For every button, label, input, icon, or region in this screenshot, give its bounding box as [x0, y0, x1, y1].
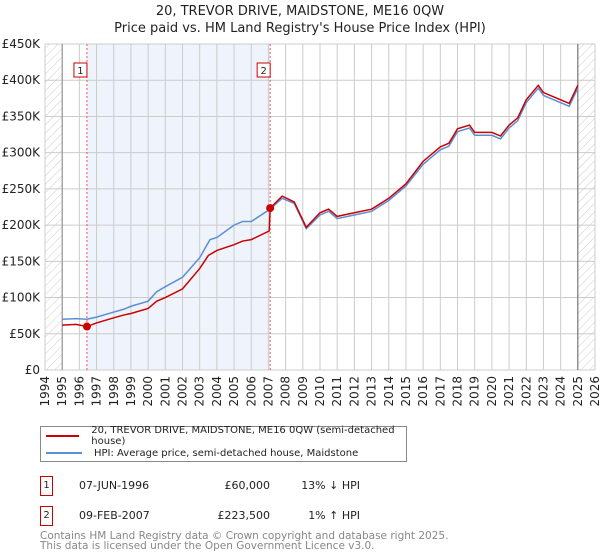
sale-period-shading	[86, 44, 271, 370]
y-tick-label: £350K	[2, 109, 42, 123]
x-tick-label: 1994	[38, 376, 52, 407]
price: £223,500	[217, 509, 271, 522]
x-tick-label: 1995	[55, 376, 69, 407]
x-tick-label: 2008	[279, 376, 293, 407]
property-price-line	[62, 84, 579, 328]
chart-subtitle: Price paid vs. HM Land Registry's House …	[114, 21, 486, 36]
x-tick-label: 2002	[176, 376, 190, 407]
x-tick-label: 2025	[571, 376, 585, 407]
sale-point	[266, 204, 275, 213]
marker-badge: 1	[40, 476, 53, 496]
x-tick-label: 2011	[330, 376, 344, 407]
x-tick-label: 2017	[433, 376, 447, 407]
x-tick-label: 2023	[536, 376, 550, 407]
transaction-row: 1 07-JUN-1996 £60,000 13% ↓ HPI	[40, 476, 440, 496]
marker-badge: 2	[40, 506, 53, 526]
sale-label-box	[256, 62, 271, 78]
x-tick-label: 1996	[72, 376, 86, 407]
y-tick-label: £450K	[2, 37, 42, 51]
hpi-line	[62, 86, 579, 321]
date: 09-FEB-2007	[79, 509, 150, 522]
y-tick-label: £50K	[9, 327, 41, 341]
price: £60,000	[224, 479, 271, 492]
x-tick-label: 2018	[451, 376, 465, 407]
x-tick-label: 1998	[107, 376, 121, 407]
chart-title: 20, TREVOR DRIVE, MAIDSTONE, ME16 0QW	[155, 4, 445, 19]
x-tick-label: 2013	[365, 376, 379, 407]
sale-label: 2	[260, 66, 266, 77]
x-tick-label: 2019	[468, 376, 482, 407]
sale-point	[82, 322, 91, 331]
y-tick-label: £100K	[2, 291, 42, 305]
sale-label: 1	[77, 66, 83, 77]
date: 07-JUN-1996	[79, 479, 150, 492]
x-tick-label: 2014	[382, 376, 396, 407]
y-tick-label: £200K	[2, 218, 42, 232]
y-tick-label: £400K	[2, 73, 42, 87]
y-tick-label: £250K	[2, 182, 42, 196]
x-tick-label: 2003	[193, 376, 207, 407]
no-data-hatch	[577, 44, 595, 370]
x-tick-label: 2021	[502, 376, 516, 407]
x-tick-label: 2006	[244, 376, 258, 407]
hpi-diff: 1% ↑ HPI	[308, 509, 360, 522]
x-tick-label: 2015	[399, 376, 413, 407]
x-tick-label: 2010	[313, 376, 327, 407]
x-tick-label: 2024	[554, 376, 568, 407]
x-tick-label: 2016	[416, 376, 430, 407]
x-tick-label: 2009	[296, 376, 310, 407]
y-tick-label: £300K	[2, 146, 42, 160]
y-tick-label: £0	[25, 363, 40, 377]
legend-item-property: 20, TREVOR DRIVE, MAIDSTONE, ME16 0QW (s…	[41, 425, 406, 447]
x-tick-label: 2007	[261, 376, 275, 407]
x-tick-label: 1997	[90, 376, 104, 407]
sale-label-box	[73, 62, 88, 78]
no-data-hatch	[45, 44, 63, 370]
x-tick-label: 2005	[227, 376, 241, 407]
hpi-diff: 13% ↓ HPI	[301, 479, 360, 492]
x-tick-label: 2022	[519, 376, 533, 407]
x-tick-label: 1999	[124, 376, 138, 407]
x-tick-label: 2004	[210, 376, 224, 407]
transaction-row: 2 09-FEB-2007 £223,500 1% ↑ HPI	[40, 506, 440, 526]
footer: Contains HM Land Registry data © Crown c…	[40, 530, 449, 552]
x-tick-label: 2001	[158, 376, 172, 407]
blue-line-swatch	[46, 452, 82, 454]
legend-item-hpi: HPI: Average price, semi-detached house,…	[41, 445, 358, 461]
y-tick-label: £150K	[2, 254, 42, 268]
x-tick-label: 2000	[141, 376, 155, 407]
x-tick-label: 2012	[347, 376, 361, 407]
legend: 20, TREVOR DRIVE, MAIDSTONE, ME16 0QW (s…	[40, 425, 407, 462]
red-line-swatch	[46, 435, 80, 437]
x-tick-label: 2026	[588, 376, 600, 407]
x-tick-label: 2020	[485, 376, 499, 407]
